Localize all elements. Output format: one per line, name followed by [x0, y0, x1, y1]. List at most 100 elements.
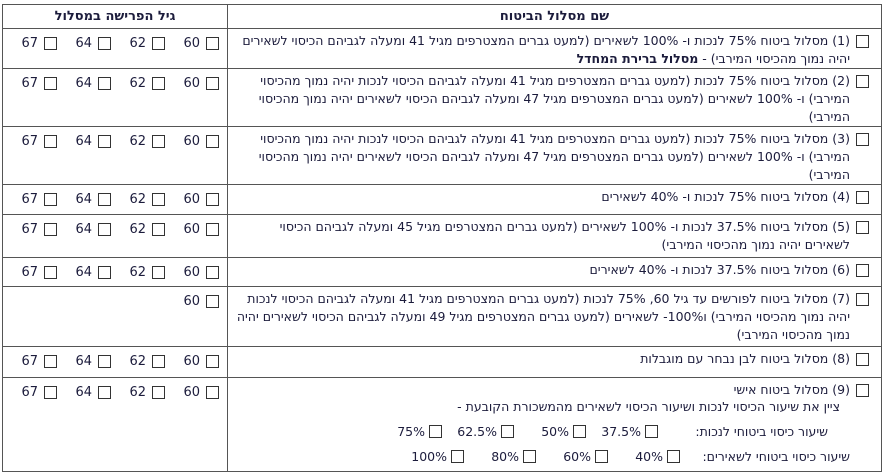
checkbox[interactable]	[206, 266, 219, 279]
checkbox[interactable]	[645, 425, 658, 438]
checkbox[interactable]	[152, 135, 165, 148]
checkbox[interactable]	[206, 223, 219, 236]
track-text: (5) מסלול ביטוח 37.5% לנכות ו- 100% לשאי…	[232, 218, 850, 254]
checkbox[interactable]	[44, 266, 57, 279]
checkbox[interactable]	[152, 193, 165, 206]
checkbox[interactable]	[44, 135, 57, 148]
age-option: 62	[117, 76, 165, 91]
checkbox[interactable]	[856, 35, 869, 48]
checkbox[interactable]	[856, 293, 869, 306]
age-label: 67	[21, 192, 38, 207]
age-label: 67	[21, 134, 38, 149]
checkbox[interactable]	[98, 193, 111, 206]
checkbox[interactable]	[98, 355, 111, 368]
track: (8) מסלול ביטוח לבן נבחר עם מוגבלות	[228, 347, 881, 368]
age-option: 64	[63, 385, 111, 400]
age-cell: 60 62 64 67	[2, 126, 228, 185]
age-option: 62	[117, 385, 165, 400]
checkbox[interactable]	[44, 193, 57, 206]
checkbox[interactable]	[856, 353, 869, 366]
checkbox[interactable]	[206, 193, 219, 206]
track-text: (3) מסלול ביטוח 75% לנכות (למעט גברים המ…	[232, 130, 850, 184]
age-option: 67	[9, 134, 57, 149]
track-label: (2) מסלול ביטוח 75% לנכות (למעט גברים המ…	[258, 73, 850, 124]
ages: 60 62 64 67	[3, 127, 227, 149]
checkbox[interactable]	[573, 425, 586, 438]
checkbox[interactable]	[856, 221, 869, 234]
age-label: 64	[75, 134, 92, 149]
checkbox[interactable]	[44, 77, 57, 90]
age-label: 62	[129, 134, 146, 149]
checkbox[interactable]	[98, 37, 111, 50]
checkbox[interactable]	[152, 386, 165, 399]
track-row: (9) מסלול ביטוח אישי ציין את שיעור הכיסוי…	[2, 377, 882, 472]
age-option: 67	[9, 222, 57, 237]
age-label: 60	[183, 294, 200, 309]
track-table: שם מסלול הביטוח גיל הפרישה במסלול (1) מס…	[2, 4, 882, 472]
checkbox[interactable]	[667, 450, 680, 463]
coverage-row: שיעור כיסוי ביטוחי לנכות: 37.5% 50% 62.5% 75…	[228, 424, 850, 439]
track-label: (9) מסלול ביטוח אישי	[733, 382, 850, 397]
checkbox[interactable]	[856, 384, 869, 397]
age-cell: 60 62 64 67	[2, 184, 228, 215]
track-text: (6) מסלול ביטוח 37.5% לנכות ו- 40% לשאיר…	[590, 261, 851, 279]
checkbox[interactable]	[98, 135, 111, 148]
checkbox[interactable]	[206, 77, 219, 90]
checkbox[interactable]	[501, 425, 514, 438]
checkbox[interactable]	[206, 355, 219, 368]
age-option: 67	[9, 265, 57, 280]
age-option: 64	[63, 134, 111, 149]
age-option: 60	[171, 385, 219, 400]
age-cell: 60 62 64 67	[2, 346, 228, 378]
checkbox[interactable]	[856, 264, 869, 277]
checkbox[interactable]	[152, 355, 165, 368]
checkbox[interactable]	[152, 37, 165, 50]
checkbox[interactable]	[523, 450, 536, 463]
checkbox[interactable]	[44, 386, 57, 399]
checkbox[interactable]	[429, 425, 442, 438]
checkbox[interactable]	[856, 75, 869, 88]
checkbox[interactable]	[98, 223, 111, 236]
checkbox[interactable]	[152, 223, 165, 236]
age-label: 67	[21, 265, 38, 280]
checkbox[interactable]	[451, 450, 464, 463]
age-label: 60	[183, 134, 200, 149]
checkbox[interactable]	[595, 450, 608, 463]
checkbox[interactable]	[98, 386, 111, 399]
option-label: 62.5%	[457, 424, 497, 439]
age-option: 64	[63, 222, 111, 237]
age-label: 64	[75, 222, 92, 237]
checkbox[interactable]	[856, 133, 869, 146]
track-label: (5) מסלול ביטוח 37.5% לנכות ו- 100% לשאי…	[279, 219, 850, 252]
age-option: 67	[9, 76, 57, 91]
checkbox[interactable]	[44, 223, 57, 236]
age-label: 62	[129, 76, 146, 91]
checkbox[interactable]	[856, 191, 869, 204]
age-label: 60	[183, 385, 200, 400]
age-label: 64	[75, 385, 92, 400]
age-cell: 60	[2, 286, 228, 347]
checkbox[interactable]	[98, 266, 111, 279]
checkbox[interactable]	[206, 295, 219, 308]
age-label: 64	[75, 354, 92, 369]
ages: 60 62 64 67	[3, 29, 227, 51]
checkbox[interactable]	[152, 266, 165, 279]
checkbox[interactable]	[206, 386, 219, 399]
ages: 60 62 64 67	[3, 215, 227, 237]
age-cell: 60 62 64 67	[2, 214, 228, 258]
option-label: 60%	[563, 449, 591, 464]
track-text: (7) מסלול ביטוח לפורשים עד גיל 60, 75% ל…	[232, 290, 850, 344]
checkbox[interactable]	[206, 37, 219, 50]
checkbox[interactable]	[206, 135, 219, 148]
age-option: 64	[63, 265, 111, 280]
checkbox[interactable]	[44, 355, 57, 368]
age-option: 60	[171, 76, 219, 91]
checkbox[interactable]	[98, 77, 111, 90]
track-cell: (9) מסלול ביטוח אישי ציין את שיעור הכיסוי…	[227, 377, 882, 472]
age-label: 62	[129, 222, 146, 237]
age-option: 62	[117, 36, 165, 51]
age-option: 62	[117, 265, 165, 280]
checkbox[interactable]	[152, 77, 165, 90]
age-option: 64	[63, 76, 111, 91]
checkbox[interactable]	[44, 37, 57, 50]
